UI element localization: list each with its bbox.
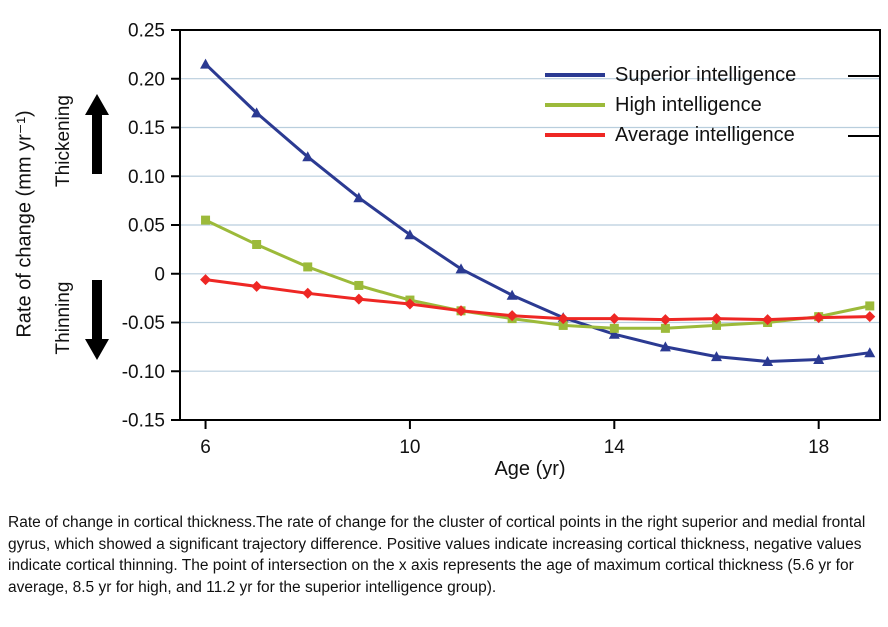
square-marker: [201, 215, 211, 225]
legend-label-superior: Superior intelligence: [615, 64, 797, 86]
diamond-marker: [864, 311, 876, 323]
triangle-marker: [455, 263, 467, 274]
triangle-marker: [251, 107, 263, 118]
series-line-2: [204, 278, 872, 322]
diamond-marker: [710, 313, 722, 325]
triangle-marker: [506, 289, 518, 300]
square-marker: [354, 280, 364, 290]
triangle-marker: [404, 229, 416, 240]
x-axis-label: Age (yr): [494, 458, 566, 480]
legend-item-average: Average intelligence: [545, 120, 796, 150]
diamond-marker: [762, 314, 774, 326]
thickening-label: Thickening: [53, 95, 74, 187]
square-marker: [558, 320, 568, 330]
diamond-marker: [455, 305, 467, 317]
figure-caption: Rate of change in cortical thickness.The…: [8, 514, 866, 596]
legend-label-high: High intelligence: [615, 94, 762, 116]
y-tick-label: 0.05: [128, 216, 165, 237]
diamond-marker: [659, 314, 671, 326]
y-tick-label: -0.05: [122, 313, 165, 334]
diamond-marker: [506, 310, 518, 322]
series-line-1: [204, 218, 872, 330]
y-tick-label: 0.10: [128, 167, 165, 188]
series-line-0: [204, 62, 872, 363]
x-tick-label: 14: [604, 437, 626, 458]
diamond-marker: [557, 313, 569, 325]
square-marker: [252, 240, 262, 249]
thinning-label: Thinning: [53, 281, 74, 355]
chart-canvas: 0.25 0.20 0.15 0.10 0.05 0 -0.05 -0.10 -0.15 6 10 1…: [122, 21, 881, 458]
y-axis-label: Rate of change (mm yr⁻¹): [13, 110, 36, 338]
x-tick-label: 18: [808, 437, 829, 458]
triangle-marker: [302, 151, 314, 162]
legend-item-superior: Superior intelligence: [545, 60, 796, 90]
diamond-marker: [404, 298, 416, 310]
diamond-marker: [200, 274, 212, 286]
legend-label-average: Average intelligence: [615, 124, 795, 146]
legend-swatch-high: [545, 103, 605, 107]
legend-swatch-superior: [545, 73, 605, 77]
diamond-marker: [353, 293, 365, 305]
y-tick-label: 0.25: [128, 21, 165, 42]
diamond-marker: [251, 280, 263, 292]
y-tick-label: -0.15: [122, 411, 165, 432]
y-tick-label: 0.20: [128, 69, 165, 90]
diamond-marker: [608, 313, 620, 325]
triangle-marker: [864, 347, 876, 358]
y-tick-label: 0: [154, 264, 165, 285]
x-tick-label: 10: [399, 437, 420, 458]
y-tick-label: -0.10: [122, 362, 165, 383]
square-marker: [711, 320, 721, 330]
triangle-marker: [608, 328, 620, 339]
thinning-arrow-icon: [85, 280, 109, 360]
legend-swatch-average: [545, 133, 605, 137]
triangle-marker: [353, 192, 365, 203]
x-tick-label: 6: [200, 437, 211, 458]
triangle-marker: [200, 58, 212, 69]
square-marker: [609, 323, 619, 333]
diamond-marker: [813, 312, 825, 324]
square-marker: [865, 301, 875, 311]
triangle-marker: [813, 354, 825, 365]
y-tick-label: 0.15: [128, 118, 165, 139]
triangle-marker: [659, 341, 671, 352]
legend: Superior intelligence High intelligence …: [545, 60, 796, 150]
triangle-marker: [762, 356, 774, 366]
diamond-marker: [302, 287, 314, 299]
legend-item-high: High intelligence: [545, 90, 796, 120]
triangle-marker: [710, 351, 722, 362]
square-marker: [660, 323, 670, 333]
thickening-arrow-icon: [85, 94, 109, 174]
square-marker: [303, 262, 313, 272]
